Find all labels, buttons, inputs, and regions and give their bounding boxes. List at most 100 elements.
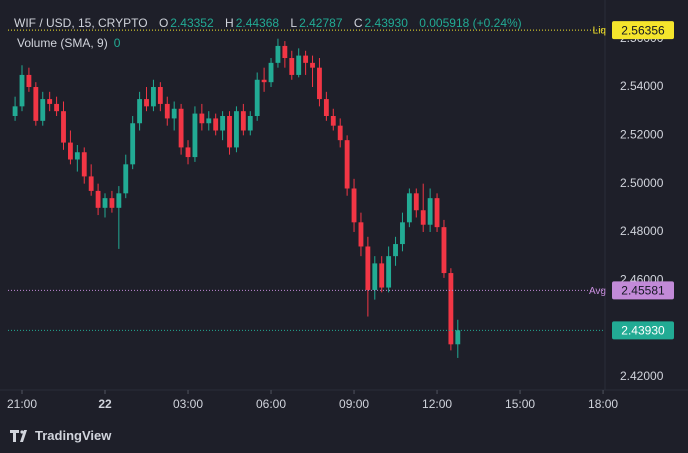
- price-label-box: [612, 281, 674, 300]
- candle-body: [123, 164, 129, 194]
- candle-body: [157, 87, 163, 104]
- candle-body: [441, 227, 447, 274]
- candle-body: [33, 87, 39, 121]
- ohlc-value: 2.44368: [235, 16, 280, 30]
- candle-body: [261, 79, 267, 83]
- ohlc-value: 2.42787: [299, 16, 343, 30]
- candle-body: [282, 45, 288, 59]
- candle-body: [344, 140, 350, 189]
- candle-body: [289, 58, 295, 75]
- candle-body: [400, 222, 405, 245]
- candle-body: [317, 67, 322, 100]
- candle-body: [406, 193, 412, 223]
- x-tick-label: 15:00: [505, 397, 535, 411]
- change: 0.005918 (+0.24%): [419, 16, 522, 30]
- candle-body: [137, 99, 143, 124]
- candle-body: [351, 188, 357, 223]
- candle-body: [199, 113, 205, 124]
- x-tick-label: 18:00: [588, 397, 618, 411]
- candle-body: [227, 116, 232, 148]
- candle-body: [247, 116, 253, 131]
- candle-body: [323, 99, 329, 117]
- candle-body: [95, 190, 101, 208]
- symbol: WIF / USD, 15, CRYPTO: [14, 16, 148, 30]
- candle-body: [26, 74, 32, 88]
- ohlc-key: L: [290, 16, 298, 30]
- candle-body: [455, 330, 461, 345]
- price-line-name: Liq: [593, 26, 606, 37]
- y-tick-label: 2.50000: [620, 176, 664, 190]
- candle-body: [192, 113, 198, 158]
- candle-body: [386, 256, 392, 288]
- candle-body: [372, 263, 378, 290]
- branding[interactable]: TradingView: [10, 428, 111, 443]
- x-tick-label: 06:00: [256, 397, 286, 411]
- candle-body: [434, 198, 440, 228]
- candle-body: [40, 99, 46, 121]
- brand-name: TradingView: [35, 428, 112, 443]
- y-tick-label: 2.52000: [620, 128, 664, 142]
- candle-body: [296, 55, 302, 75]
- price-label: 2.43930: [621, 323, 665, 337]
- x-tick-label: 03:00: [173, 397, 203, 411]
- x-tick-label: 09:00: [339, 397, 369, 411]
- candle-body: [185, 147, 191, 158]
- logo: [10, 429, 27, 442]
- candle-body: [74, 152, 80, 160]
- candle-body: [379, 263, 385, 288]
- price-line-name: Avg: [589, 286, 606, 297]
- candle-body: [130, 123, 136, 165]
- x-tick-label: 21:00: [7, 397, 37, 411]
- x-tick-label: 22: [98, 397, 112, 411]
- candle-body: [275, 45, 281, 63]
- candle-body: [116, 193, 122, 208]
- candle-body: [206, 118, 212, 124]
- candle-body: [102, 198, 108, 208]
- candle-body: [420, 210, 426, 225]
- ohlc-value: 2.43930: [364, 16, 408, 30]
- candle-body: [358, 222, 364, 247]
- candle-body: [254, 79, 260, 117]
- candle-body: [164, 103, 170, 119]
- candle-body: [47, 99, 53, 104]
- volume-value: 0: [113, 36, 121, 50]
- candle-body: [12, 106, 18, 117]
- price-label: 2.56356: [621, 23, 665, 37]
- x-tick-label: 12:00: [422, 397, 452, 411]
- candle-body: [68, 142, 73, 160]
- candle-body: [220, 116, 226, 131]
- candle-body: [54, 103, 60, 112]
- candle-body: [19, 74, 25, 107]
- candle-body: [393, 244, 398, 257]
- ohlc-key: O: [158, 16, 169, 30]
- price-label-box: [612, 21, 674, 40]
- candle-body: [151, 87, 156, 107]
- candle-body: [109, 198, 115, 208]
- candle-body: [413, 193, 419, 211]
- candle-body: [234, 111, 239, 148]
- candle-body: [61, 111, 66, 143]
- volume-legend: Volume (SMA, 9) 0: [17, 36, 120, 50]
- candle-body: [213, 118, 219, 131]
- candle-body: [268, 62, 274, 83]
- candle-body: [88, 176, 94, 191]
- ohlc-key: C: [353, 16, 363, 30]
- price-label: 2.45581: [621, 284, 665, 298]
- candle-body: [310, 62, 315, 68]
- candle-body: [303, 55, 309, 63]
- candle-body: [81, 152, 87, 177]
- candle-body: [144, 99, 149, 107]
- y-tick-label: 2.48000: [620, 224, 664, 238]
- price-label-box: [612, 321, 674, 340]
- candle-body: [171, 108, 177, 119]
- candle-body: [330, 116, 336, 126]
- y-tick-label: 2.42000: [620, 369, 664, 383]
- y-tick-label: 2.54000: [620, 79, 664, 93]
- candle-body: [337, 125, 343, 141]
- candle-body: [178, 108, 184, 148]
- candle-body: [427, 198, 433, 225]
- legend-header: WIF / USD, 15, CRYPTO O 2.43352 H 2.44368 …: [14, 16, 524, 30]
- candle-body: [448, 273, 454, 345]
